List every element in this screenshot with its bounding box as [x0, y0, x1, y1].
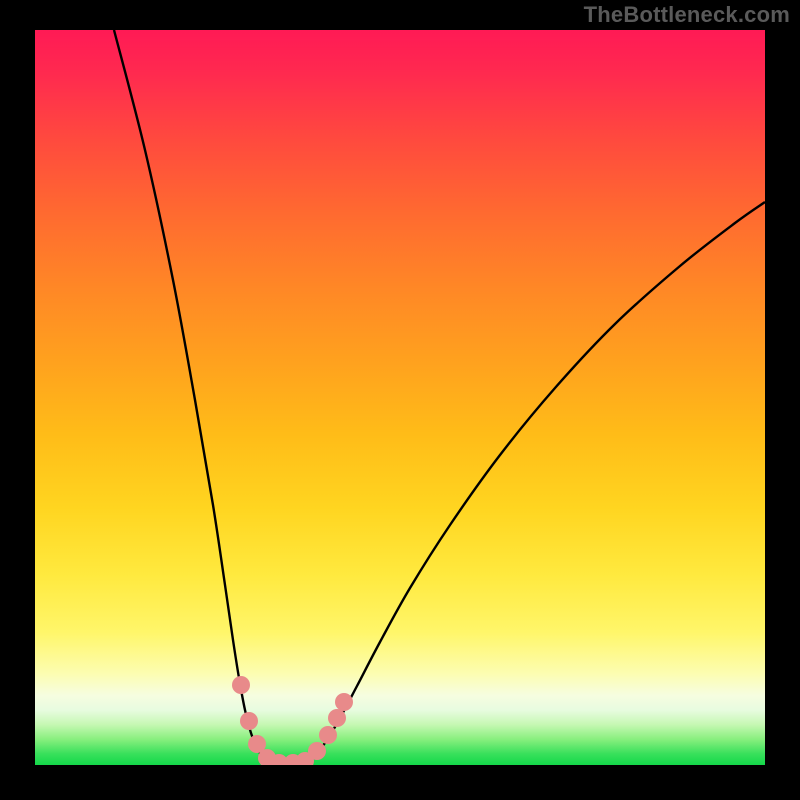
data-dot [328, 709, 346, 727]
data-dot [240, 712, 258, 730]
data-dot [308, 742, 326, 760]
right-curve [298, 202, 765, 764]
chart-container: TheBottleneck.com [0, 0, 800, 800]
data-dots [232, 676, 353, 765]
data-dot [232, 676, 250, 694]
data-dot [335, 693, 353, 711]
watermark-text: TheBottleneck.com [584, 2, 790, 28]
data-dot [319, 726, 337, 744]
curves-layer [35, 30, 765, 765]
plot-area [35, 30, 765, 765]
left-curve [114, 30, 278, 764]
